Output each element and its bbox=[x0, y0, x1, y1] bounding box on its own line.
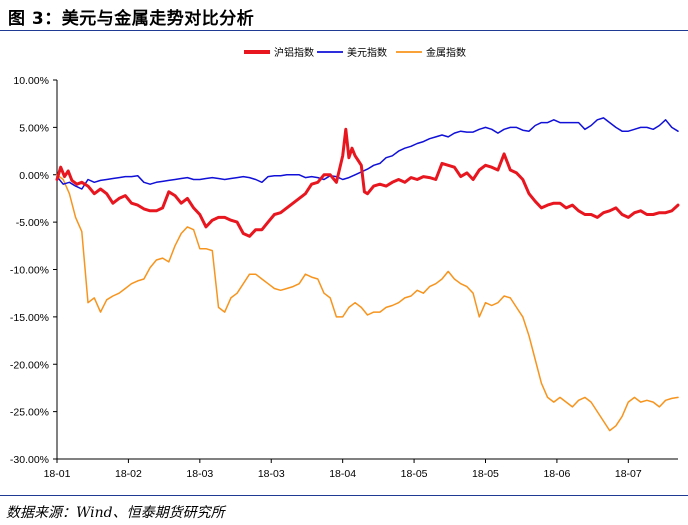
chart-series bbox=[55, 117, 680, 432]
title-rule bbox=[0, 30, 688, 31]
x-tick-label: 18-04 bbox=[329, 468, 356, 480]
y-tick-label: 10.00% bbox=[13, 75, 49, 87]
y-tick-label: -15.00% bbox=[10, 312, 49, 324]
legend-label-1: 沪铝指数 bbox=[274, 46, 314, 59]
bottom-rule bbox=[0, 495, 688, 496]
x-tick-label: 18-03 bbox=[258, 468, 285, 480]
y-tick-label: -20.00% bbox=[10, 359, 49, 371]
y-tick-label: -5.00% bbox=[16, 217, 49, 229]
series-line-2 bbox=[56, 117, 679, 190]
chart-legend: 沪铝指数 美元指数 金属指数 bbox=[244, 46, 466, 59]
x-tick-label: 18-07 bbox=[615, 468, 642, 480]
x-tick-label: 18-03 bbox=[186, 468, 213, 480]
data-source-note: 数据来源：Wind、恒泰期货研究所 bbox=[6, 505, 225, 521]
y-tick-label: 0.00% bbox=[19, 170, 49, 182]
legend-label-3: 金属指数 bbox=[426, 46, 466, 59]
y-tick-label: -30.00% bbox=[10, 454, 49, 466]
x-tick-label: 18-02 bbox=[115, 468, 142, 480]
x-tick-label: 18-06 bbox=[543, 468, 570, 480]
y-tick-label: -10.00% bbox=[10, 265, 49, 277]
figure-title: 图 3：美元与金属走势对比分析 bbox=[8, 9, 255, 29]
x-tick-label: 18-05 bbox=[472, 468, 499, 480]
legend-label-2: 美元指数 bbox=[347, 46, 387, 59]
chart-axes: 10.00% 5.00% 0.00% -5.00% -10.00% -15.00% -20.… bbox=[10, 75, 678, 480]
x-tick-label: 18-05 bbox=[401, 468, 428, 480]
x-tick-label: 18-01 bbox=[44, 468, 71, 480]
y-tick-label: 5.00% bbox=[19, 122, 49, 134]
series-line-3 bbox=[56, 174, 679, 432]
y-tick-label: -25.00% bbox=[10, 407, 49, 419]
series-line-1 bbox=[55, 127, 680, 238]
